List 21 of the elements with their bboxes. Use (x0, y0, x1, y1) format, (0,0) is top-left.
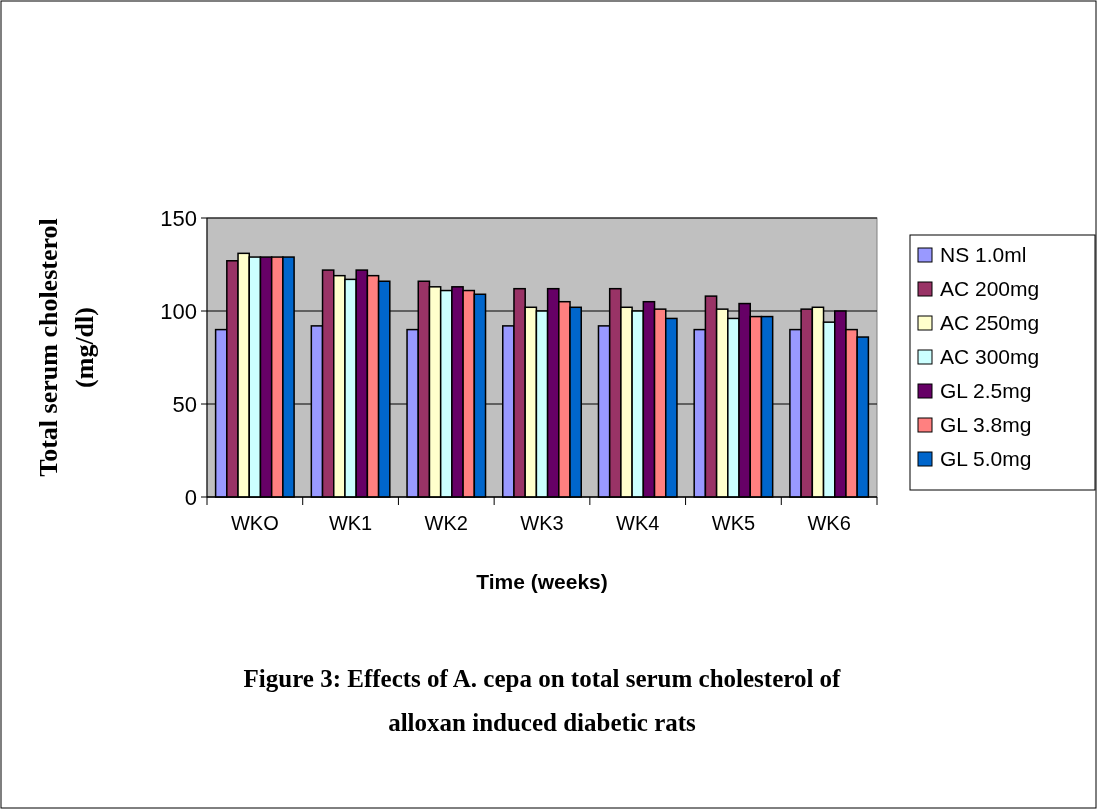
x-tick-label: WK1 (328, 512, 373, 534)
y-tick-label: 100 (160, 298, 197, 324)
legend-label: GL 2.5mg (940, 379, 1032, 403)
legend-label: GL 3.8mg (940, 413, 1032, 437)
x-tick-label: WK3 (520, 512, 564, 534)
x-tick-label: WK5 (711, 512, 756, 534)
x-tick-label: WK2 (424, 512, 468, 534)
legend-label: AC 250mg (940, 311, 1040, 335)
x-tick-label: WK6 (807, 512, 851, 534)
text: Figure 3: Effects of A. cepa on total serum cholesterol of alloxan induced diabetic rats (243, 665, 842, 736)
legend-label: AC 200mg (940, 277, 1040, 301)
y-tick-label: 150 (160, 205, 197, 231)
y-axis-title: Total serum cholesterol (mg/dl) (34, 218, 99, 477)
y-tick-label: 50 (172, 391, 197, 417)
legend-label: AC 300mg (940, 345, 1040, 369)
legend-label: NS 1.0ml (940, 243, 1027, 267)
y-tick-label: 0 (184, 484, 197, 510)
x-tick-label: WK4 (616, 512, 660, 534)
x-axis-title: Time (weeks) (476, 570, 608, 593)
legend-label: GL 5.0mg (940, 447, 1032, 471)
x-tick-label: WKO (230, 512, 279, 534)
